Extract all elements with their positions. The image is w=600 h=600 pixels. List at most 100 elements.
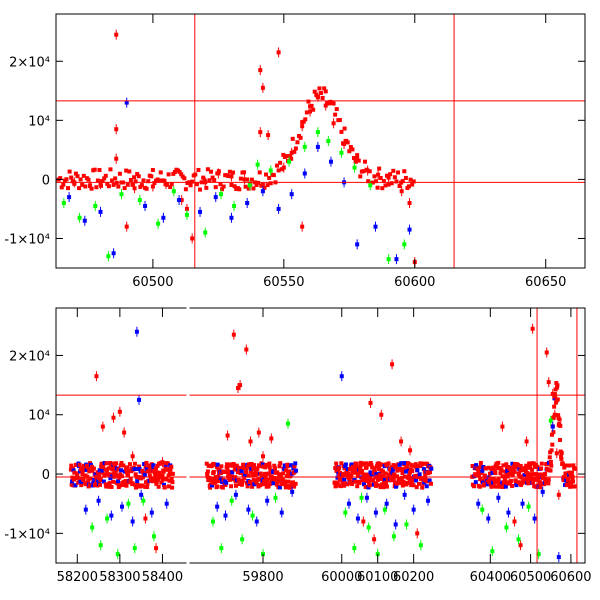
series-b-point <box>293 461 298 466</box>
series-g-point <box>382 507 387 512</box>
series-r-point <box>127 169 132 174</box>
series-r-point <box>491 484 496 489</box>
series-r-point <box>492 468 497 473</box>
series-b-point <box>411 507 416 512</box>
series-r-point <box>76 480 81 485</box>
x-tick-label: 60000 <box>321 570 362 585</box>
series-r-point <box>323 103 328 108</box>
series-r-point <box>80 472 85 477</box>
series-b-point <box>124 100 129 105</box>
series-r-point <box>554 381 559 386</box>
series-b-point <box>96 498 101 503</box>
series-r-point <box>83 482 88 487</box>
series-r-point <box>276 168 281 173</box>
series-r-point <box>268 181 273 186</box>
series-b-point <box>164 501 169 506</box>
series-r-point <box>75 174 80 179</box>
series-b-point <box>223 513 228 518</box>
series-r-point <box>312 89 317 94</box>
series-r-point <box>367 483 372 488</box>
series-r-point <box>554 451 559 456</box>
series-r-point <box>215 484 220 489</box>
series-r-point <box>225 465 230 470</box>
series-b-point <box>96 478 101 483</box>
series-r-point <box>154 479 159 484</box>
series-b-point <box>100 468 105 473</box>
series-r-point <box>559 454 564 459</box>
series-b-point <box>345 467 350 472</box>
series-r-point <box>555 397 560 402</box>
series-b-point <box>149 510 154 515</box>
series-r-point <box>207 178 212 183</box>
series-r-point <box>570 479 575 484</box>
y-tick-label: -1×10⁴ <box>4 232 50 247</box>
series-r-point <box>503 479 508 484</box>
y-tick-label: 0 <box>42 173 50 188</box>
series-r-point <box>402 169 407 174</box>
series-r-point <box>286 471 291 476</box>
series-r-point <box>271 173 276 178</box>
series-r-point <box>231 170 236 175</box>
series-b-point <box>429 466 434 471</box>
series-r-point <box>388 172 393 177</box>
series-r-point <box>358 465 363 470</box>
series-r-point <box>524 439 529 444</box>
series-r-point <box>272 463 277 468</box>
series-r-point <box>315 94 320 99</box>
series-g-point <box>343 510 348 515</box>
series-b-point <box>224 480 229 485</box>
series-r-point <box>376 461 381 466</box>
series-r-point <box>213 480 218 485</box>
series-r-point <box>496 476 501 481</box>
series-r-point <box>366 480 371 485</box>
series-r-point <box>548 459 553 464</box>
series-r-point <box>504 462 509 467</box>
series-b-point <box>215 462 220 467</box>
series-r-point <box>279 167 284 172</box>
series-b-point <box>394 257 399 262</box>
series-b-point <box>362 482 367 487</box>
series-r-point <box>533 476 538 481</box>
series-b-point <box>480 468 485 473</box>
series-r-point <box>488 481 493 486</box>
series-r-point <box>553 400 558 405</box>
series-r-point <box>114 180 119 185</box>
series-r-point <box>269 474 274 479</box>
series-r-point <box>132 461 137 466</box>
series-b-point <box>355 516 360 521</box>
series-r-point <box>212 178 217 183</box>
series-r-point <box>91 466 96 471</box>
series-r-point <box>240 478 245 483</box>
series-r-point <box>238 383 243 388</box>
series-r-point <box>225 433 230 438</box>
series-g-point <box>386 257 391 262</box>
series-r-point <box>355 474 360 479</box>
series-r-point <box>117 171 122 176</box>
series-r-point <box>279 472 283 477</box>
series-r-point <box>205 472 210 477</box>
series-r-point <box>428 481 433 486</box>
series-r-point <box>509 478 514 483</box>
series-r-point <box>196 167 201 172</box>
series-b-point <box>142 472 147 477</box>
series-b-point <box>536 484 541 489</box>
series-r-point <box>266 133 271 138</box>
series-b-point <box>315 144 320 149</box>
series-r-point <box>555 383 560 388</box>
series-r-point <box>179 198 184 203</box>
series-r-point <box>384 484 389 489</box>
series-r-point <box>69 175 74 180</box>
series-r-point <box>251 466 256 471</box>
series-r-point <box>530 326 535 331</box>
series-r-point <box>162 485 167 490</box>
series-r-point <box>83 184 88 189</box>
series-b-point <box>532 516 537 521</box>
series-r-point <box>483 476 488 481</box>
series-r-point <box>286 463 291 468</box>
series-r-point <box>150 167 155 172</box>
series-r-point <box>261 454 265 459</box>
series-r-point <box>80 182 85 187</box>
series-r-point <box>501 484 506 489</box>
series-g-point <box>391 534 396 539</box>
series-r-point <box>168 185 173 190</box>
